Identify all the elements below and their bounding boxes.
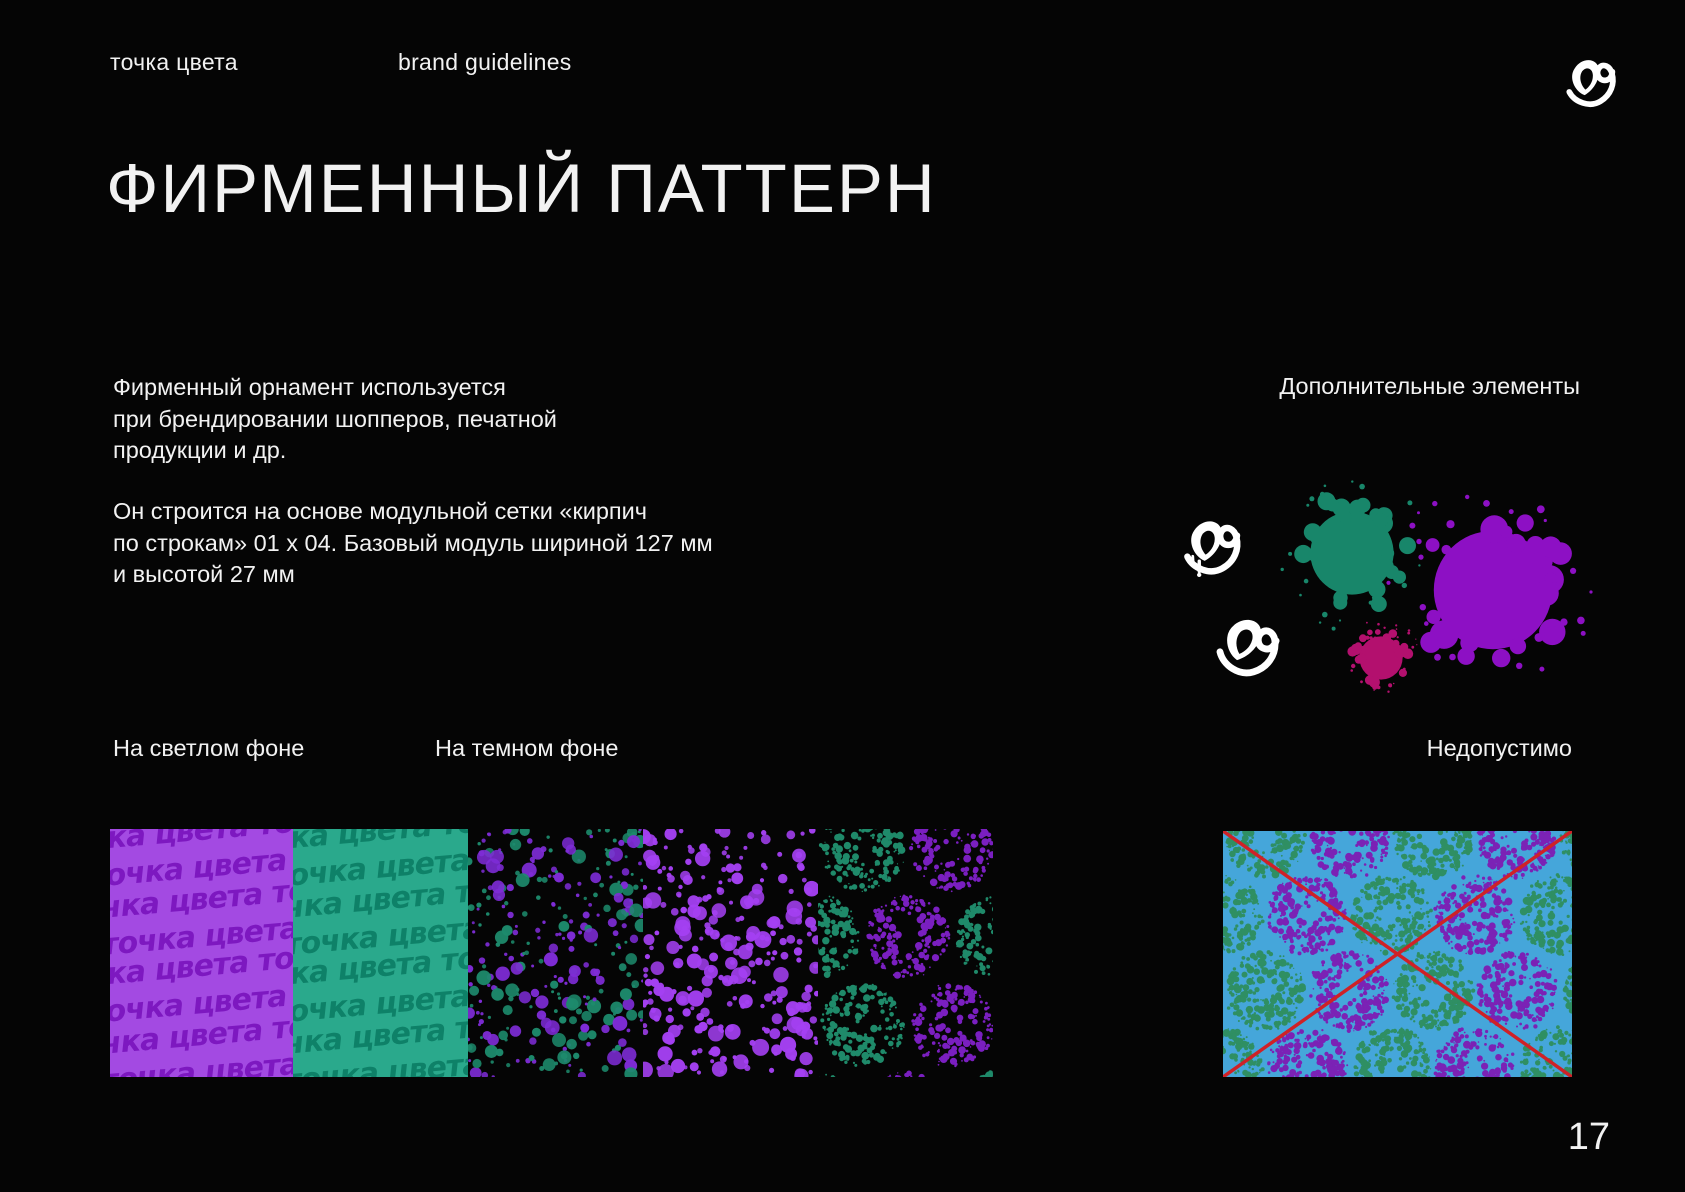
- intro-paragraph-1: Фирменный орнамент используется при брен…: [113, 372, 873, 467]
- pattern-strip: точка цвета точка цвета точка цвета точк…: [110, 829, 993, 1077]
- brand-heart-logo-icon: [1552, 44, 1642, 134]
- section-label-additional-elements: Дополнительные элементы: [1080, 373, 1580, 400]
- pattern-swatch-dotted-circles: [818, 829, 993, 1077]
- forbidden-pattern-swatch: [1223, 831, 1572, 1077]
- page-number: 17: [1500, 1116, 1610, 1159]
- brand-name: точка цвета: [110, 49, 238, 76]
- page-title: ФИРМЕННЫЙ ПАТТЕРН: [106, 149, 937, 228]
- section-label-light-bg: На светлом фоне: [113, 735, 304, 762]
- pattern-swatch-dots-violet: [643, 829, 818, 1077]
- pattern-swatch-lettering-green: точка цвета точка цвета точка цвета точк…: [293, 829, 468, 1077]
- intro-paragraph-2: Он строится на основе модульной сетки «к…: [113, 496, 913, 591]
- section-label-dark-bg: На темном фоне: [435, 735, 618, 762]
- additional-elements-canvas: [1140, 468, 1600, 718]
- document-name: brand guidelines: [398, 49, 572, 76]
- pattern-swatch-dots-mixed: [468, 829, 643, 1077]
- pattern-swatch-lettering-purple: точка цвета точка цвета точка цвета точк…: [110, 829, 293, 1077]
- section-label-not-allowed: Недопустимо: [1172, 735, 1572, 762]
